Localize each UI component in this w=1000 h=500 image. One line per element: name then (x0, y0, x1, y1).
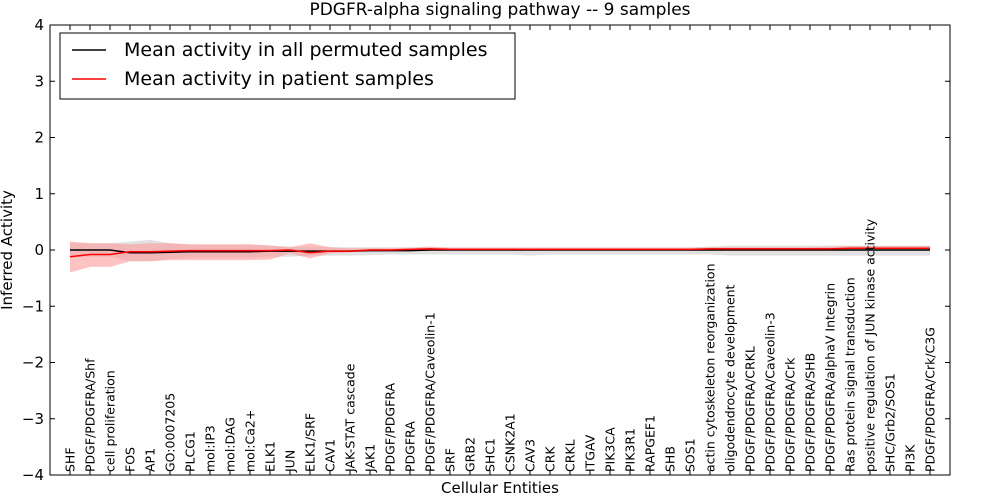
x-tick-label: PDGF/PDGFRA/Caveolin-3 (763, 312, 778, 472)
x-tick-label: SHC1 (483, 438, 498, 472)
legend-label-patient: Mean activity in patient samples (124, 68, 434, 90)
y-tick-label: −4 (22, 466, 44, 484)
x-tick-label: CAV1 (323, 439, 338, 472)
x-tick-label: positive regulation of JUN kinase activi… (863, 218, 878, 472)
x-tick-label: PLCG1 (183, 431, 198, 472)
y-tick-label: 1 (34, 185, 44, 203)
x-tick-label: oligodendrocyte development (723, 284, 738, 472)
x-tick-label: CAV3 (523, 439, 538, 472)
x-tick-label: CRKL (563, 439, 578, 472)
legend: Mean activity in all permuted samples Me… (59, 32, 516, 100)
x-tick-label: Ras protein signal transduction (843, 277, 858, 472)
x-tick-label: PDGF/PDGFRA/Shf (83, 358, 98, 472)
x-tick-label: RAPGEF1 (643, 415, 658, 472)
x-tick-label: SOS1 (683, 438, 698, 472)
x-tick-label: ELK1/SRF (303, 413, 318, 472)
x-tick-label: ELK1 (263, 441, 278, 472)
x-axis-label: Cellular Entities (441, 479, 559, 497)
plot-area: 4 3 2 1 0 −1 −2 −3 −4 SHF PDGF/PDGFRA/Shf cell prol… (22, 16, 951, 484)
x-tick-label: JUN (283, 450, 298, 473)
y-tick-label: 0 (34, 241, 44, 259)
x-tick-label: mol:IP3 (203, 425, 218, 472)
y-axis-label: Inferred Activity (0, 190, 16, 310)
x-tick-label: mol:DAG (223, 417, 238, 472)
x-tick-label: PDGF/PDGFRA/Crk (783, 357, 798, 472)
x-tick-label: PIK3R1 (623, 428, 638, 472)
x-tick-label: GRB2 (463, 437, 478, 472)
x-tick-label: SHC/Grb2/SOS1 (883, 373, 898, 472)
y-tick-label: 3 (34, 72, 44, 90)
y-tick-label: 4 (34, 16, 44, 34)
x-tick-label: PDGF/PDGFRA/alphaV Integrin (823, 283, 838, 472)
y-tick-label: −3 (22, 410, 44, 428)
x-tick-label: SHF (63, 447, 78, 472)
x-tick-label: JAK1 (363, 444, 378, 473)
x-tick-label: PDGF/PDGFRA/Caveolin-1 (423, 312, 438, 472)
x-tick-label: SRF (443, 448, 458, 472)
x-tick-label: PIK3CA (603, 427, 618, 472)
x-tick-label: SHB (663, 446, 678, 472)
x-tick-label: actin cytoskeleton reorganization (703, 263, 718, 472)
line-patient (69, 247, 930, 258)
y-tick-label: −1 (22, 297, 44, 315)
x-tick-label: PDGFRA (403, 421, 418, 472)
x-tick-label: PI3K (903, 444, 918, 472)
x-tick-label: CSNK2A1 (503, 413, 518, 472)
x-tick-label: ITGAV (583, 434, 598, 472)
x-tick-label: PDGF/PDGFRA (383, 383, 398, 472)
x-tick-label: PDGF/PDGFRA/Crk/C3G (923, 327, 938, 472)
x-tick-label: CRK (543, 446, 558, 472)
x-tick-label: cell proliferation (103, 370, 118, 472)
x-tick-label: GO:0007205 (163, 393, 178, 472)
x-tick-label: PDGF/PDGFRA/CRKL (743, 346, 758, 472)
y-tick-label: −2 (22, 354, 44, 372)
x-tick-label: PDGF/PDGFRA/SHB (803, 353, 818, 472)
legend-label-permuted: Mean activity in all permuted samples (124, 39, 487, 61)
x-tick-label: mol:Ca2+ (243, 410, 258, 472)
chart-title: PDGFR-alpha signaling pathway -- 9 sampl… (309, 0, 690, 20)
x-tick-label: FOS (123, 447, 138, 472)
y-tick-label: 2 (34, 129, 44, 147)
legend-frame (59, 32, 516, 100)
x-tick-label: JAK-STAT cascade (343, 363, 358, 473)
x-tick-label: AP1 (143, 448, 158, 472)
